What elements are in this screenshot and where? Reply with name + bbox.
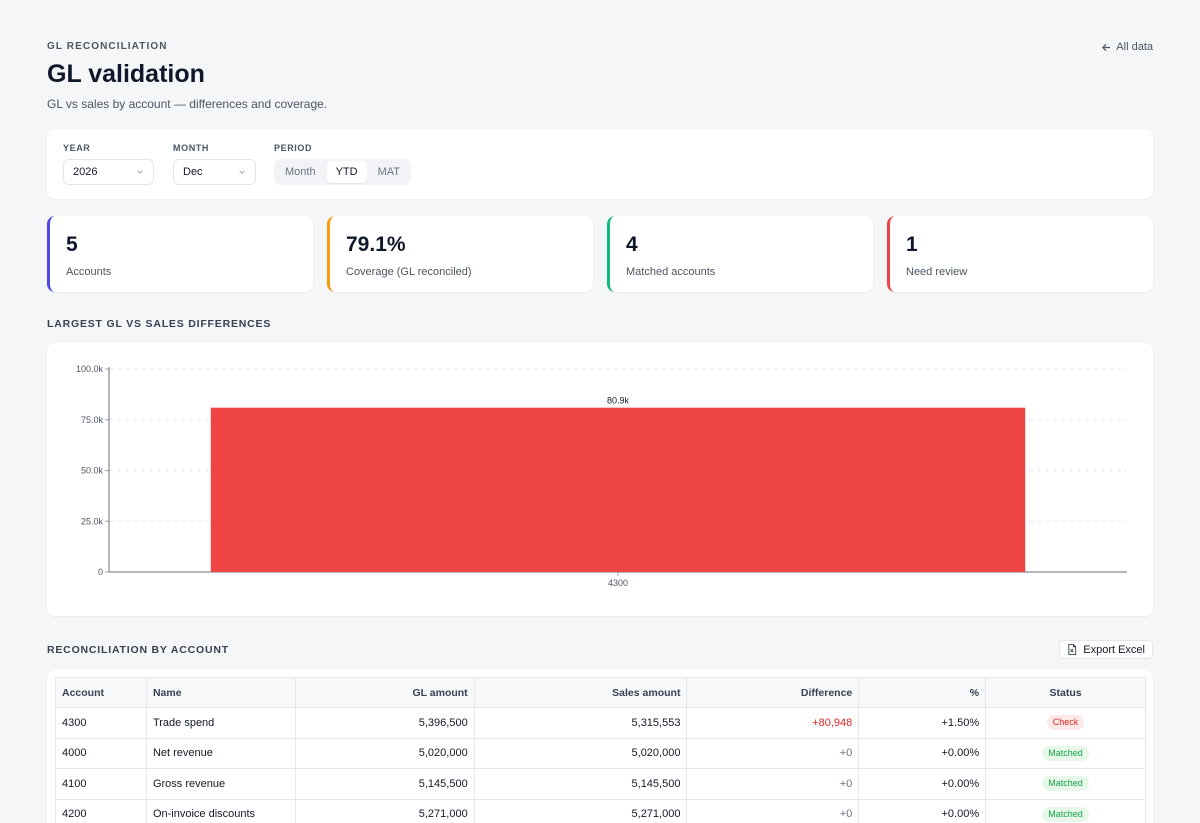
page-eyebrow: GL RECONCILIATION	[47, 41, 168, 52]
kpi-label: Coverage (GL reconciled)	[346, 266, 472, 278]
col-difference[interactable]: Difference	[686, 677, 860, 708]
cell-gl-amount: 5,271,000	[294, 798, 475, 823]
cell-account: 4000	[55, 737, 147, 769]
kpi-value: 79.1%	[346, 233, 406, 256]
col-gl-amount[interactable]: GL amount	[294, 677, 475, 708]
table-row[interactable]: 4000 Net revenue 5,020,000 5,020,000 +0 …	[55, 737, 1146, 769]
file-excel-icon	[1068, 644, 1077, 655]
col-status[interactable]: Status	[985, 677, 1146, 708]
bar-4300	[210, 407, 1026, 572]
cell-sales-amount: 5,020,000	[473, 737, 688, 769]
kpi-label: Matched accounts	[626, 266, 716, 278]
kpi-card-accounts: 5 Accounts	[47, 216, 313, 292]
all-data-link[interactable]: All data	[1101, 41, 1153, 53]
export-excel-button[interactable]: Export Excel	[1059, 640, 1153, 659]
all-data-label: All data	[1116, 41, 1153, 53]
kpi-card-matched: 4 Matched accounts	[607, 216, 873, 292]
cell-gl-amount: 5,396,500	[294, 707, 475, 739]
period-option-mat[interactable]: MAT	[377, 166, 400, 178]
bar-data-label: 80.9k	[607, 396, 630, 406]
cell-difference: +0	[686, 768, 860, 800]
cell-difference: +80,948	[686, 707, 860, 739]
cell-sales-amount: 5,271,000	[473, 798, 688, 823]
period-filter: PERIOD Month YTD MAT	[274, 143, 411, 185]
cell-name: Gross revenue	[145, 768, 296, 800]
filters-panel: YEAR 2026 MONTH Dec PERIOD Month YTD MAT	[47, 129, 1153, 199]
cell-difference: +0	[686, 798, 860, 823]
y-tick-label: 0	[98, 567, 103, 577]
table-header-row: Account Name GL amount Sales amount Diff…	[55, 677, 1146, 708]
cell-percent: +0.00%	[858, 798, 987, 823]
period-option-month[interactable]: Month	[285, 166, 316, 178]
period-label: PERIOD	[274, 143, 313, 153]
table-row[interactable]: 4200 On-invoice discounts 5,271,000 5,27…	[55, 798, 1146, 823]
kpi-label: Need review	[906, 266, 968, 278]
month-value: Dec	[183, 166, 203, 178]
month-select[interactable]: Dec	[173, 159, 256, 185]
y-tick-label: 25.0k	[81, 516, 104, 526]
status-badge: Matched	[1042, 776, 1089, 792]
col-account[interactable]: Account	[55, 677, 147, 708]
y-tick-label: 75.0k	[81, 415, 104, 425]
cell-name: Trade spend	[145, 707, 296, 739]
cell-status: Check	[985, 707, 1146, 739]
cell-account: 4100	[55, 768, 147, 800]
col-percent[interactable]: %	[858, 677, 987, 708]
chevron-down-icon	[137, 170, 143, 174]
cell-status: Matched	[985, 768, 1146, 800]
cell-sales-amount: 5,315,553	[473, 707, 688, 739]
kpi-value: 4	[626, 233, 638, 256]
cell-gl-amount: 5,145,500	[294, 768, 475, 800]
y-tick-label: 50.0k	[81, 466, 104, 476]
col-name[interactable]: Name	[145, 677, 296, 708]
year-value: 2026	[73, 166, 98, 178]
kpi-value: 5	[66, 233, 78, 256]
page-title: GL validation	[47, 60, 205, 88]
cell-gl-amount: 5,020,000	[294, 737, 475, 769]
kpi-card-coverage: 79.1% Coverage (GL reconciled)	[327, 216, 593, 292]
kpi-card-need-review: 1 Need review	[887, 216, 1153, 292]
cell-account: 4300	[55, 707, 147, 739]
cell-account: 4200	[55, 798, 147, 823]
year-label: YEAR	[63, 143, 91, 153]
chevron-down-icon	[239, 170, 245, 174]
period-segmented-control: Month YTD MAT	[274, 159, 411, 185]
reconciliation-table-card: Account Name GL amount Sales amount Diff…	[47, 670, 1153, 823]
cell-percent: +0.00%	[858, 768, 987, 800]
arrow-left-icon	[1102, 43, 1111, 51]
differences-bar-chart: 0 25.0k 50.0k 75.0k 100.0k 80.9k 4300	[76, 364, 1127, 588]
cell-percent: +0.00%	[858, 737, 987, 769]
cell-name: On-invoice discounts	[145, 798, 296, 823]
table-row[interactable]: 4100 Gross revenue 5,145,500 5,145,500 +…	[55, 768, 1146, 800]
month-label: MONTH	[173, 143, 209, 153]
table-section-title: RECONCILIATION BY ACCOUNT	[47, 644, 229, 656]
kpi-value: 1	[906, 233, 918, 256]
reconciliation-table: Account Name GL amount Sales amount Diff…	[55, 677, 1146, 823]
x-tick-label: 4300	[608, 578, 628, 588]
status-badge: Check	[1046, 715, 1085, 731]
cell-sales-amount: 5,145,500	[473, 768, 688, 800]
differences-chart-card: 0 25.0k 50.0k 75.0k 100.0k 80.9k 4300	[47, 343, 1153, 616]
period-option-ytd[interactable]: YTD	[326, 161, 367, 183]
year-filter: YEAR 2026	[63, 143, 154, 185]
cell-percent: +1.50%	[858, 707, 987, 739]
y-tick-label: 100.0k	[76, 364, 104, 374]
cell-name: Net revenue	[145, 737, 296, 769]
page-subtitle: GL vs sales by account — differences and…	[47, 97, 328, 111]
col-sales-amount[interactable]: Sales amount	[473, 677, 688, 708]
kpi-label: Accounts	[66, 266, 112, 278]
cell-difference: +0	[686, 737, 860, 769]
status-badge: Matched	[1042, 745, 1089, 761]
table-row[interactable]: 4300 Trade spend 5,396,500 5,315,553 +80…	[55, 707, 1146, 739]
status-badge: Matched	[1042, 806, 1089, 822]
year-select[interactable]: 2026	[63, 159, 154, 185]
month-filter: MONTH Dec	[173, 143, 256, 185]
cell-status: Matched	[985, 798, 1146, 823]
export-excel-label: Export Excel	[1083, 643, 1145, 656]
chart-section-title: LARGEST GL VS SALES DIFFERENCES	[47, 318, 272, 330]
cell-status: Matched	[985, 737, 1146, 769]
